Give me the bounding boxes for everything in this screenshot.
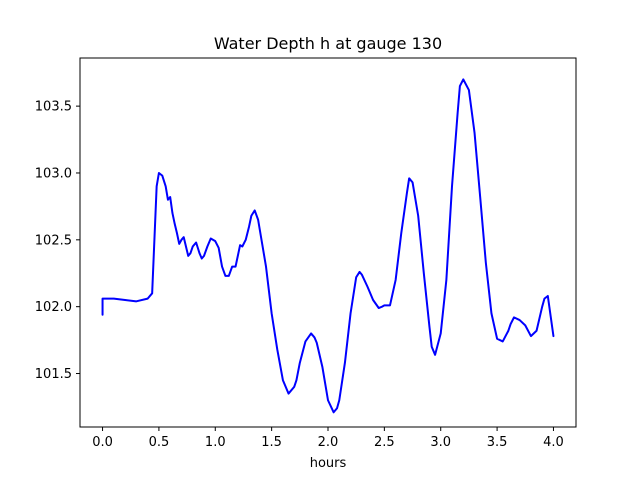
plot-area: 0.0 0.5 1.0 1.5 2.0 2.5 3.0 3.5 4.0 101.5 102.0 102… xyxy=(35,57,577,450)
y-tick-label: 101.5 xyxy=(35,367,72,382)
series-line-1 xyxy=(101,78,555,414)
x-tick-label: 0.0 xyxy=(92,435,113,450)
y-tick-label: 102.5 xyxy=(35,233,72,248)
y-tick-label: 102.0 xyxy=(35,300,72,315)
x-tick-label: 3.5 xyxy=(487,435,508,450)
x-tick-label: 1.0 xyxy=(205,435,226,450)
y-tick-label: 103.0 xyxy=(35,166,72,181)
y-tick-label: 103.5 xyxy=(35,100,72,115)
x-tick-label: 1.5 xyxy=(261,435,282,450)
x-tick-label: 4.0 xyxy=(543,435,564,450)
x-tick-label: 0.5 xyxy=(149,435,170,450)
x-tick-label: 2.5 xyxy=(374,435,395,450)
x-tick-label: 3.0 xyxy=(430,435,451,450)
x-axis-title: hours xyxy=(310,456,347,471)
x-tick-label: 2.0 xyxy=(318,435,339,450)
chart-title: Water Depth h at gauge 130 xyxy=(214,34,442,53)
